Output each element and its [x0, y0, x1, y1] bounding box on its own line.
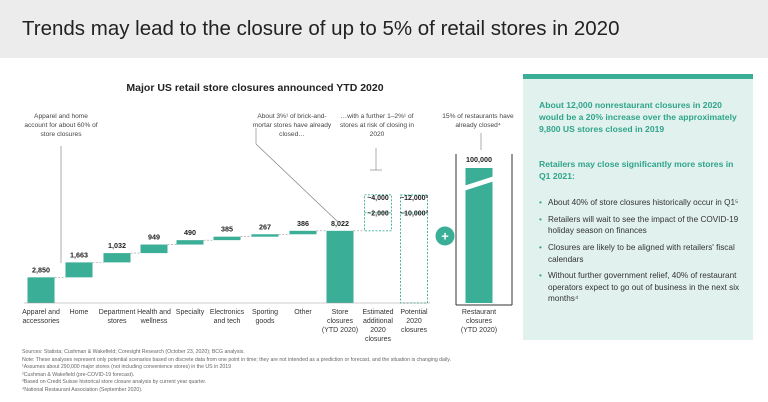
footnote-3: ³Based on Credit Suisse historical store… [22, 379, 207, 386]
header-bar: Trends may lead to the closure of up to … [0, 0, 768, 58]
x-tick-label: Sporting goods [252, 309, 278, 325]
annotation-restaurant: 15% of restaurants have already closed⁴ [442, 113, 514, 129]
bar-5 [213, 236, 241, 241]
list-item: • Retailers will wait to see the impact o… [539, 214, 739, 236]
x-tick-label: Store closures (YTD 2020) [322, 309, 358, 334]
footnotes: Sources: Statista; Cushman & Wakefield; … [22, 349, 582, 394]
x-tick-label: Home [70, 309, 89, 316]
footnote-2: ²Cushman & Wakefield (pre-COVID-19 forec… [22, 371, 135, 378]
x-tick-label: Restaurant closures (YTD 2020) [461, 309, 497, 334]
bullet-icon: • [539, 198, 542, 207]
bar-value-label: 267 [259, 222, 271, 231]
bar-value-label: 1,663 [70, 250, 88, 259]
annotation-store-closed: About 3%¹ of brick-and-mortar stores hav… [252, 113, 332, 138]
x-tick-label: Health and wellness [137, 309, 171, 325]
bar-value-label: 8,022 [331, 219, 349, 228]
bar-value-label: ~10,000³ [400, 211, 428, 218]
footnote-1: ¹Assumes about 290,000 major stores (not… [22, 364, 232, 371]
bar-value-label: ~12,000² [400, 195, 428, 202]
annotation-apparel: Apparel and home account for about 60% o… [24, 113, 98, 138]
bar-value-label: 2,850 [32, 265, 50, 274]
x-tick-label: Potential 2020 closures [400, 309, 428, 334]
plus-symbol: + [441, 229, 449, 244]
annotation-further: …with a further 1–2%¹ of stores at risk … [339, 113, 415, 138]
bar-total [326, 230, 354, 303]
plus-icon [435, 226, 455, 246]
insight-heading-closures: About 12,000 nonrestaurant closures in 2… [539, 100, 737, 135]
axis-break-icon [463, 176, 495, 191]
leader-line-store [255, 143, 339, 223]
bar-3 [140, 244, 168, 254]
bullet-icon: • [539, 242, 542, 252]
x-tick-label: Estimated additional 2020 closures [362, 309, 393, 343]
insights-panel: About 12,000 nonrestaurant closures in 2… [523, 74, 753, 340]
bar-value-label: 949 [148, 233, 160, 242]
bar-value-label: 1,032 [108, 241, 126, 250]
bar-value-label: ~2,000 [367, 210, 389, 217]
bar-value-label: 386 [297, 219, 309, 228]
bar-4 [176, 240, 204, 245]
footnote-4: ⁴National Restaurant Association (Septem… [22, 386, 143, 393]
x-tick-label: Electronics and tech [210, 309, 245, 325]
list-item: • Without further government relief, 40% … [539, 271, 740, 304]
x-tick-label: Specialty [176, 309, 205, 316]
x-tick-label: Other [294, 309, 312, 316]
page-title: Trends may lead to the closure of up to … [22, 17, 620, 40]
bar-2 [103, 253, 131, 263]
bar-1 [65, 262, 93, 278]
bullet-icon: • [539, 214, 542, 224]
footnote-note: Note: These analyses represent only pote… [22, 356, 451, 363]
bar-6 [251, 234, 279, 237]
insight-bullet-list: • About 40% of store closures historicall… [539, 197, 747, 310]
footnote-sources: Sources: Statista; Cushman & Wakefield; … [22, 349, 245, 355]
chart-title: Major US retail store closures announced… [126, 82, 384, 94]
bar-restaurant [465, 168, 493, 303]
bullet-icon: • [539, 271, 542, 281]
bar-7 [289, 230, 317, 235]
bar-0 [27, 277, 55, 303]
x-tick-label: Apparel and accessories [22, 309, 60, 325]
bar-value-label: 490 [184, 228, 196, 237]
bar-value-label: 100,000 [466, 155, 492, 164]
insight-heading-q1: Retailers may close significantly more s… [539, 159, 734, 182]
bar-value-label: ~4,000 [367, 195, 389, 202]
list-item: • About 40% of store closures historicall… [539, 198, 739, 207]
bar-value-label: 385 [221, 225, 233, 234]
x-tick-label: Department stores [99, 309, 136, 325]
list-item: • Closures are likely to be aligned with … [539, 242, 735, 264]
